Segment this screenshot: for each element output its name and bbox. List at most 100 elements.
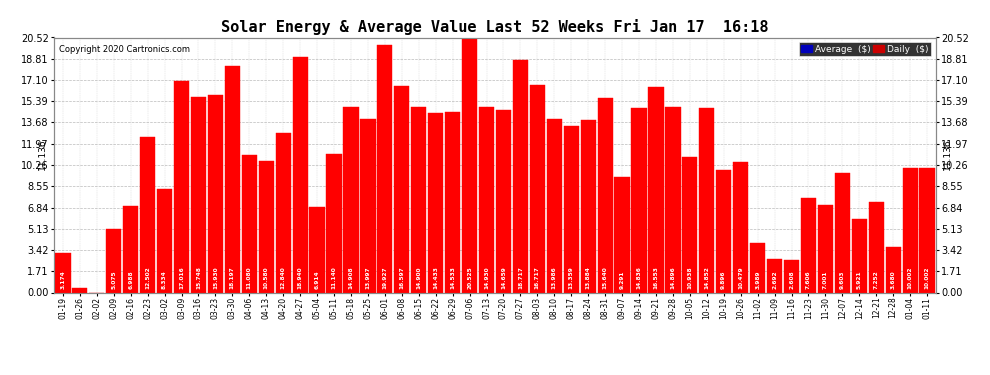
Bar — [530, 85, 544, 292]
Bar — [767, 259, 782, 292]
Bar — [733, 162, 748, 292]
Text: 9.291: 9.291 — [620, 270, 625, 289]
Text: 3.680: 3.680 — [891, 270, 896, 289]
Text: 2.692: 2.692 — [772, 270, 777, 289]
Bar — [191, 97, 206, 292]
Text: 8.334: 8.334 — [162, 270, 167, 289]
Bar — [327, 154, 342, 292]
Text: 6.988: 6.988 — [128, 270, 134, 289]
Text: 5.921: 5.921 — [856, 270, 862, 289]
Bar — [496, 110, 511, 292]
Bar — [462, 38, 477, 292]
Text: 16.717: 16.717 — [535, 266, 540, 289]
Bar — [174, 81, 189, 292]
Bar — [563, 126, 579, 292]
Text: 16.597: 16.597 — [399, 266, 404, 289]
Bar — [835, 173, 850, 292]
Bar — [377, 45, 392, 292]
Bar — [310, 207, 325, 292]
Text: 18.940: 18.940 — [298, 266, 303, 289]
Text: Copyright 2020 Cartronics.com: Copyright 2020 Cartronics.com — [58, 45, 190, 54]
Text: 15.748: 15.748 — [196, 266, 201, 289]
Bar — [157, 189, 172, 292]
Bar — [479, 107, 494, 292]
Bar — [851, 219, 867, 292]
Bar — [446, 112, 460, 292]
Bar — [886, 247, 901, 292]
Bar — [716, 170, 732, 292]
Text: 10.002: 10.002 — [908, 266, 913, 289]
Text: 14.896: 14.896 — [670, 266, 675, 289]
Bar — [411, 107, 427, 292]
Text: 15.930: 15.930 — [213, 266, 218, 289]
Bar — [428, 113, 444, 292]
Text: 14.900: 14.900 — [416, 266, 422, 289]
Bar — [801, 198, 816, 292]
Bar — [225, 66, 240, 292]
Text: 7.001: 7.001 — [823, 270, 828, 289]
Bar — [598, 98, 613, 292]
Text: 12.840: 12.840 — [281, 266, 286, 289]
Text: 10.580: 10.580 — [263, 266, 268, 289]
Text: 11.136: 11.136 — [38, 138, 48, 170]
Text: 12.502: 12.502 — [146, 266, 150, 289]
Bar — [140, 137, 155, 292]
Text: 14.852: 14.852 — [704, 266, 709, 289]
Bar — [258, 161, 274, 292]
Text: 14.433: 14.433 — [434, 266, 439, 289]
Legend: Average  ($), Daily  ($): Average ($), Daily ($) — [799, 42, 931, 56]
Bar — [580, 120, 596, 292]
Text: 13.997: 13.997 — [365, 266, 370, 289]
Text: 14.659: 14.659 — [501, 266, 506, 289]
Bar — [920, 168, 935, 292]
Text: 13.359: 13.359 — [568, 266, 574, 289]
Bar — [513, 60, 528, 292]
Bar — [123, 206, 139, 292]
Text: 19.927: 19.927 — [382, 266, 387, 289]
Text: 14.908: 14.908 — [348, 266, 353, 289]
Text: 13.986: 13.986 — [551, 266, 556, 289]
Bar — [55, 253, 70, 292]
Bar — [784, 260, 799, 292]
Text: 14.836: 14.836 — [637, 266, 642, 289]
Text: 9.896: 9.896 — [722, 270, 727, 289]
Text: 9.603: 9.603 — [840, 270, 844, 289]
Bar — [72, 288, 87, 292]
Text: 14.930: 14.930 — [484, 266, 489, 289]
Text: 18.197: 18.197 — [230, 266, 235, 289]
Bar — [106, 230, 122, 292]
Text: 2.608: 2.608 — [789, 270, 794, 289]
Text: 7.252: 7.252 — [874, 270, 879, 289]
Text: 3.174: 3.174 — [60, 270, 65, 289]
Text: 7.606: 7.606 — [806, 270, 811, 289]
Bar — [615, 177, 630, 292]
Bar — [344, 107, 358, 292]
Text: 20.525: 20.525 — [467, 266, 472, 289]
Bar — [648, 87, 663, 292]
Text: 18.717: 18.717 — [518, 266, 523, 289]
Bar — [360, 118, 375, 292]
Bar — [546, 119, 562, 292]
Text: 14.533: 14.533 — [450, 266, 455, 289]
Text: 11.140: 11.140 — [332, 266, 337, 289]
Text: 13.884: 13.884 — [586, 266, 591, 289]
Bar — [818, 206, 833, 292]
Text: 15.640: 15.640 — [603, 266, 608, 289]
Bar — [665, 107, 680, 292]
Bar — [292, 57, 308, 292]
Bar — [394, 86, 410, 292]
Bar — [632, 108, 646, 292]
Text: 10.479: 10.479 — [739, 266, 743, 289]
Bar — [208, 94, 223, 292]
Bar — [275, 133, 291, 292]
Text: 16.553: 16.553 — [653, 266, 658, 289]
Text: 6.914: 6.914 — [315, 270, 320, 289]
Text: 11.080: 11.080 — [247, 266, 251, 289]
Title: Solar Energy & Average Value Last 52 Weeks Fri Jan 17  16:18: Solar Energy & Average Value Last 52 Wee… — [221, 19, 769, 35]
Bar — [750, 243, 765, 292]
Text: 3.989: 3.989 — [755, 270, 760, 289]
Text: 10.938: 10.938 — [687, 266, 692, 289]
Text: 11.136: 11.136 — [942, 138, 952, 170]
Text: 10.002: 10.002 — [925, 266, 930, 289]
Bar — [682, 157, 698, 292]
